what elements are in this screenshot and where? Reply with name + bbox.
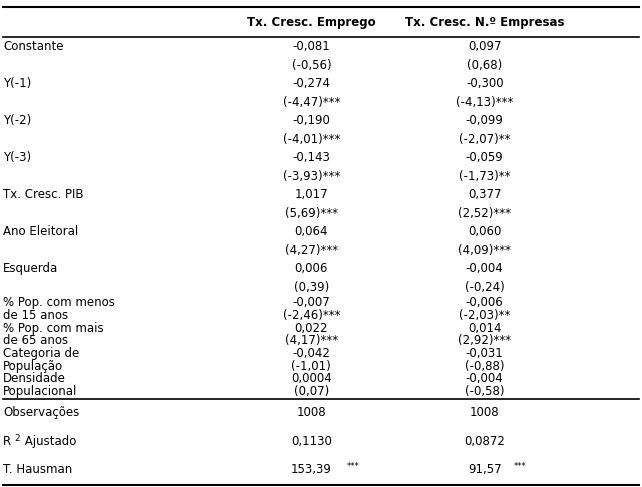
Text: Y(-2): Y(-2) — [3, 114, 31, 127]
Text: (2,92)***: (2,92)*** — [458, 335, 511, 347]
Text: (2,52)***: (2,52)*** — [458, 207, 511, 220]
Text: Y(-3): Y(-3) — [3, 151, 31, 164]
Text: 2: 2 — [15, 434, 21, 443]
Text: Tx. Cresc. PIB: Tx. Cresc. PIB — [3, 188, 83, 201]
Text: 0,060: 0,060 — [468, 225, 501, 238]
Text: (0,68): (0,68) — [467, 59, 502, 72]
Text: (-4,47)***: (-4,47)*** — [282, 96, 340, 109]
Text: 0,006: 0,006 — [295, 262, 328, 275]
Text: 0,022: 0,022 — [295, 322, 328, 335]
Text: (-2,03)**: (-2,03)** — [459, 309, 510, 322]
Text: -0,190: -0,190 — [293, 114, 330, 127]
Text: Populacional: Populacional — [3, 385, 78, 398]
Text: -0,004: -0,004 — [466, 373, 503, 385]
Text: (-1,73)**: (-1,73)** — [459, 170, 510, 183]
Text: 0,064: 0,064 — [295, 225, 328, 238]
Text: R: R — [3, 435, 12, 448]
Text: (-2,46)***: (-2,46)*** — [282, 309, 340, 322]
Text: (-1,01): (-1,01) — [291, 360, 331, 373]
Text: de 65 anos: de 65 anos — [3, 335, 68, 347]
Text: -0,007: -0,007 — [293, 297, 330, 309]
Text: Y(-1): Y(-1) — [3, 77, 31, 90]
Text: -0,006: -0,006 — [466, 297, 503, 309]
Text: -0,274: -0,274 — [292, 77, 331, 90]
Text: Tx. Cresc. N.º Empresas: Tx. Cresc. N.º Empresas — [405, 16, 564, 29]
Text: 1008: 1008 — [470, 407, 499, 419]
Text: 0,014: 0,014 — [468, 322, 501, 335]
Text: ***: *** — [347, 462, 360, 471]
Text: -0,031: -0,031 — [466, 347, 503, 360]
Text: % Pop. com mais: % Pop. com mais — [3, 322, 104, 335]
Text: -0,099: -0,099 — [466, 114, 503, 127]
Text: 91,57: 91,57 — [468, 463, 501, 476]
Text: (-0,88): (-0,88) — [465, 360, 505, 373]
Text: 153,39: 153,39 — [291, 463, 332, 476]
Text: 0,1130: 0,1130 — [291, 435, 332, 448]
Text: Observações: Observações — [3, 407, 80, 419]
Text: 1,017: 1,017 — [295, 188, 328, 201]
Text: -0,081: -0,081 — [293, 40, 330, 53]
Text: Ajustado: Ajustado — [21, 435, 76, 448]
Text: T. Hausman: T. Hausman — [3, 463, 73, 476]
Text: (4,17)***: (4,17)*** — [285, 335, 338, 347]
Text: -0,059: -0,059 — [466, 151, 503, 164]
Text: (-4,13)***: (-4,13)*** — [456, 96, 514, 109]
Text: Tx. Cresc. Emprego: Tx. Cresc. Emprego — [247, 16, 376, 29]
Text: 1008: 1008 — [297, 407, 326, 419]
Text: (4,09)***: (4,09)*** — [458, 244, 511, 257]
Text: Densidade: Densidade — [3, 373, 66, 385]
Text: Categoria de: Categoria de — [3, 347, 80, 360]
Text: 0,097: 0,097 — [468, 40, 501, 53]
Text: (-3,93)***: (-3,93)*** — [282, 170, 340, 183]
Text: (-2,07)**: (-2,07)** — [459, 133, 510, 146]
Text: (-0,56): (-0,56) — [291, 59, 331, 72]
Text: de 15 anos: de 15 anos — [3, 309, 68, 322]
Text: Ano Eleitoral: Ano Eleitoral — [3, 225, 78, 238]
Text: (4,27)***: (4,27)*** — [285, 244, 338, 257]
Text: 0,377: 0,377 — [468, 188, 501, 201]
Text: (-0,58): (-0,58) — [465, 385, 505, 398]
Text: (0,39): (0,39) — [294, 281, 329, 294]
Text: 0,0004: 0,0004 — [291, 373, 332, 385]
Text: ***: *** — [514, 462, 526, 471]
Text: 0,0872: 0,0872 — [464, 435, 505, 448]
Text: -0,300: -0,300 — [466, 77, 503, 90]
Text: Esquerda: Esquerda — [3, 262, 58, 275]
Text: -0,143: -0,143 — [293, 151, 330, 164]
Text: Constante: Constante — [3, 40, 64, 53]
Text: (5,69)***: (5,69)*** — [285, 207, 338, 220]
Text: (0,07): (0,07) — [294, 385, 329, 398]
Text: (-0,24): (-0,24) — [465, 281, 505, 294]
Text: (-4,01)***: (-4,01)*** — [282, 133, 340, 146]
Text: -0,042: -0,042 — [293, 347, 330, 360]
Text: % Pop. com menos: % Pop. com menos — [3, 297, 115, 309]
Text: População: População — [3, 360, 64, 373]
Text: -0,004: -0,004 — [466, 262, 503, 275]
